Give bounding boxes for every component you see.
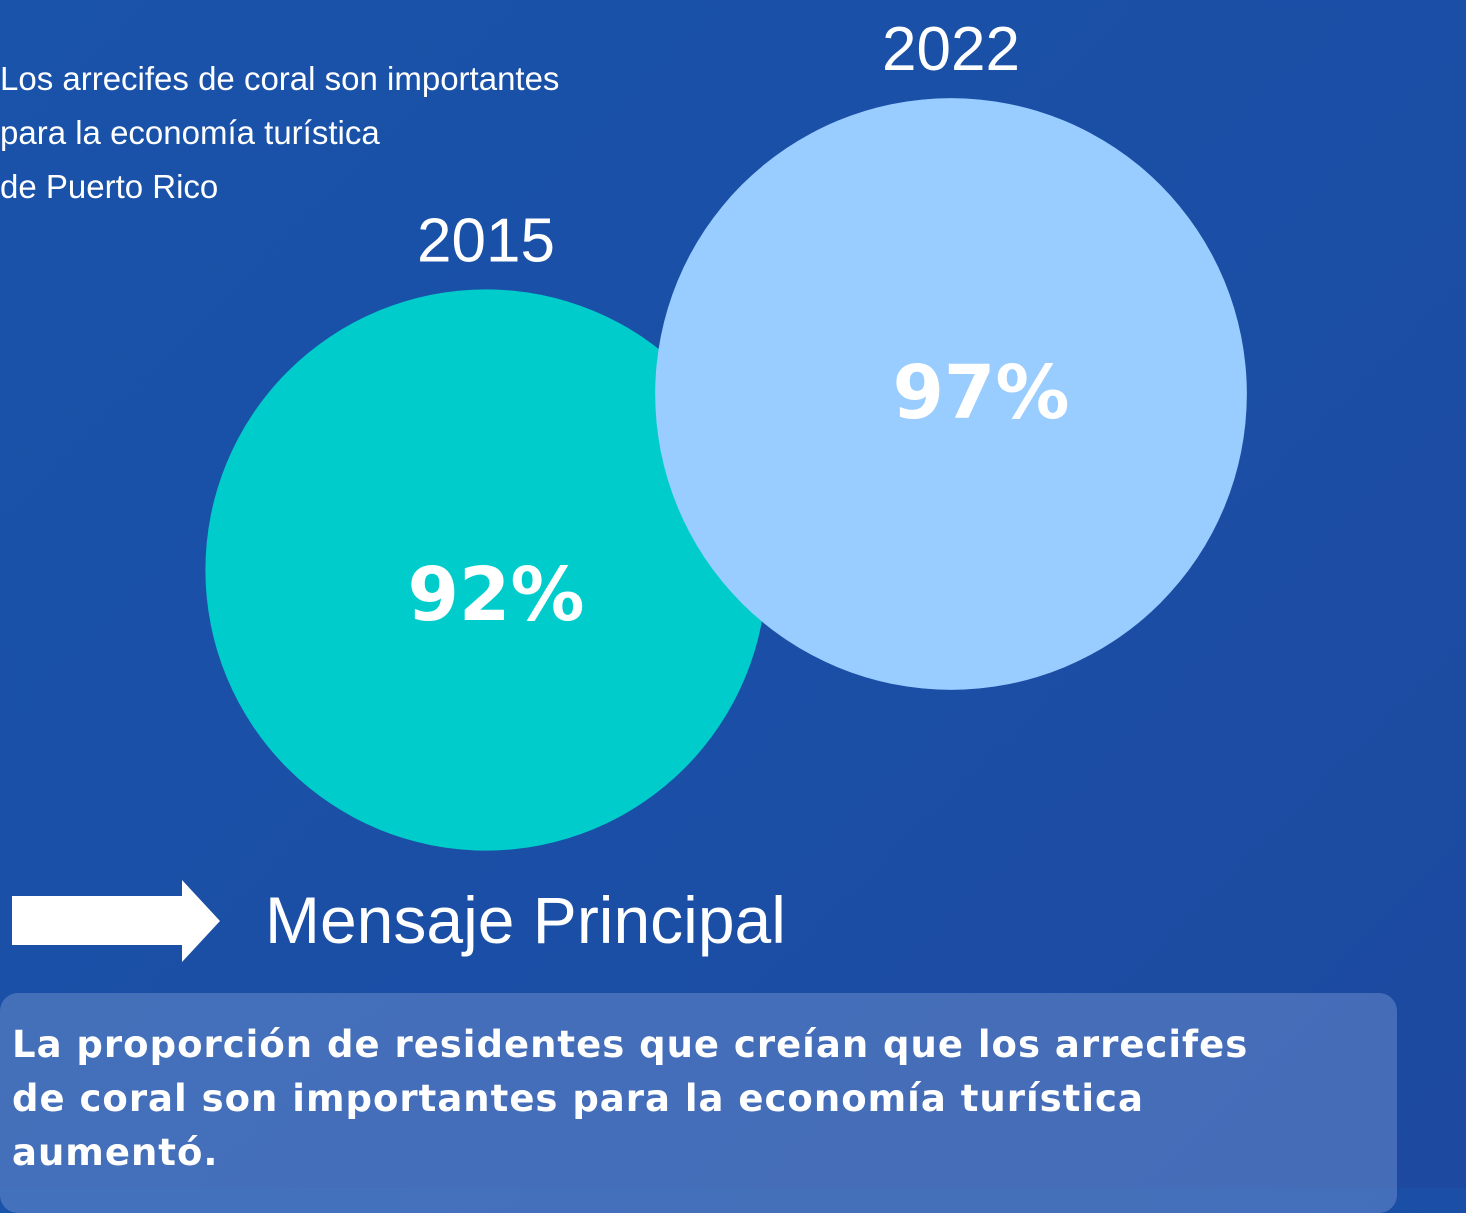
chart: 2015 92% 2022 97%: [12, 15, 1247, 962]
value-label: 92%: [407, 552, 584, 638]
message-text: La proporción de residentes que creían q…: [12, 1023, 1249, 1174]
message-box: [0, 993, 1397, 1213]
bubble: [205, 289, 767, 851]
value-label: 97%: [892, 350, 1069, 436]
category-label: 2022: [882, 15, 1020, 84]
arrow-icon: [12, 880, 220, 962]
message-heading: Mensaje Principal: [265, 883, 786, 957]
bubble: [655, 98, 1247, 690]
category-label: 2015: [417, 206, 555, 275]
chart-title: Los arrecifes de coral son importantes p…: [0, 60, 560, 205]
